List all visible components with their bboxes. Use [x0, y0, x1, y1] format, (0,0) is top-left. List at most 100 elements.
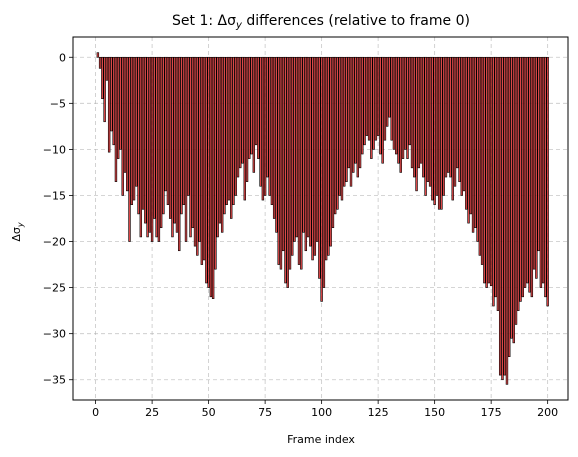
- bar: [483, 56, 486, 284]
- bar: [447, 56, 450, 173]
- bar: [304, 56, 308, 252]
- bar: [207, 56, 210, 288]
- bar: [191, 56, 194, 229]
- bar: [259, 56, 262, 187]
- bar: [279, 56, 283, 270]
- bar: [480, 56, 484, 265]
- bar: [315, 56, 319, 242]
- bar: [313, 56, 317, 256]
- y-tick-label: −15: [43, 189, 66, 202]
- bar: [526, 56, 529, 284]
- bar: [453, 56, 457, 187]
- bar: [528, 56, 531, 293]
- bar: [399, 56, 402, 173]
- bar: [395, 56, 398, 155]
- x-tick-label: 50: [202, 406, 216, 419]
- bar: [220, 56, 224, 233]
- bar: [343, 56, 346, 187]
- bar: [419, 56, 423, 164]
- bar: [508, 56, 511, 357]
- y-tick-label: −30: [43, 328, 66, 341]
- bar: [101, 56, 104, 100]
- bar: [422, 56, 425, 178]
- bar: [494, 56, 497, 298]
- bar: [173, 56, 176, 224]
- bar: [501, 56, 504, 381]
- bar: [277, 56, 280, 265]
- bar: [426, 56, 430, 182]
- bar: [121, 56, 124, 196]
- y-tick-label: −20: [43, 236, 66, 249]
- bar: [117, 56, 120, 159]
- bar: [159, 56, 163, 229]
- bar: [162, 56, 165, 215]
- bar: [541, 56, 545, 284]
- bars: [96, 52, 549, 385]
- bar: [431, 56, 434, 201]
- bar: [318, 56, 321, 279]
- bar: [272, 56, 276, 219]
- bar: [498, 56, 502, 376]
- y-tick-label: −25: [43, 282, 66, 295]
- bar: [444, 56, 448, 178]
- bar: [196, 56, 199, 256]
- bar: [250, 56, 253, 155]
- bar: [135, 56, 138, 187]
- bar: [239, 56, 242, 169]
- bar: [241, 56, 244, 164]
- y-tick-label: −5: [50, 97, 66, 110]
- bar: [146, 56, 149, 238]
- y-axis-label: Δσy: [10, 222, 25, 242]
- bar: [157, 56, 161, 242]
- bar: [225, 56, 228, 205]
- bar: [456, 56, 459, 169]
- bar: [227, 56, 231, 201]
- bar: [306, 56, 310, 238]
- bar: [193, 56, 197, 247]
- bar: [286, 56, 289, 288]
- bar: [424, 56, 427, 196]
- bar: [329, 56, 332, 247]
- bar: [458, 56, 461, 182]
- x-tick-label: 100: [311, 406, 332, 419]
- bar: [333, 56, 337, 215]
- bar: [530, 56, 534, 298]
- bar: [119, 56, 122, 150]
- bar: [428, 56, 432, 187]
- bar: [144, 56, 147, 224]
- bar: [523, 56, 527, 288]
- bar: [406, 56, 409, 159]
- bar: [437, 56, 441, 210]
- bar: [467, 56, 470, 224]
- bar: [462, 56, 466, 192]
- bar: [223, 56, 226, 215]
- bar: [148, 56, 152, 233]
- bar: [404, 56, 407, 150]
- y-tick-label: 0: [59, 51, 66, 64]
- bar: [166, 56, 170, 205]
- bar: [505, 56, 509, 385]
- bar: [349, 56, 353, 187]
- x-tick-label: 25: [145, 406, 159, 419]
- bar: [385, 56, 389, 127]
- x-tick-label: 125: [368, 406, 389, 419]
- bar: [105, 56, 109, 81]
- bar: [261, 56, 265, 201]
- bar: [363, 56, 366, 146]
- bar: [128, 56, 131, 242]
- bar: [164, 56, 167, 192]
- bar: [489, 56, 493, 287]
- bar: [103, 56, 106, 123]
- bar: [354, 56, 357, 164]
- bar: [413, 56, 416, 178]
- bar: [537, 56, 540, 252]
- x-tick-label: 75: [258, 406, 272, 419]
- bar: [401, 56, 405, 159]
- bar: [216, 56, 219, 238]
- bar: [168, 56, 172, 219]
- bar: [392, 56, 396, 150]
- bar: [510, 56, 513, 339]
- bar: [200, 56, 204, 265]
- bar: [390, 56, 393, 141]
- bar: [383, 56, 387, 141]
